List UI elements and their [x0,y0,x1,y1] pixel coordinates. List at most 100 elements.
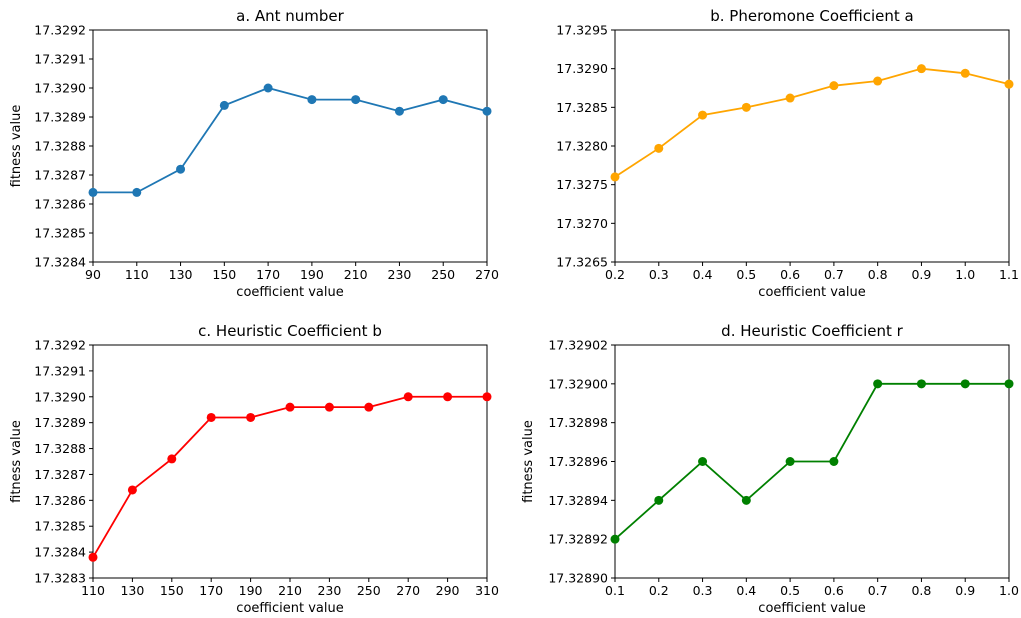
x-tick-label: 230 [388,267,412,282]
y-tick-label: 17.3290 [556,61,608,76]
x-tick-label: 0.4 [693,267,713,282]
data-point [698,110,708,120]
y-tick-label: 17.3286 [34,197,86,212]
y-tick-label: 17.3270 [556,216,608,231]
y-axis-label: fitness value [9,420,24,503]
y-tick-label: 17.32894 [548,493,608,508]
data-point [206,412,216,422]
x-tick-label: 270 [396,583,420,598]
plot-frame [614,29,1010,263]
x-tick-label: 0.6 [780,267,800,282]
chart-title: a. Ant number [236,7,345,25]
chart-title: c. Heuristic Coefficient b [198,322,382,340]
series-line [614,67,1010,178]
x-tick-label: 0.2 [649,583,669,598]
x-tick-label: 190 [239,583,263,598]
data-point [829,81,839,91]
y-tick-label: 17.3289 [34,415,86,430]
y-tick-label: 17.32892 [548,532,608,547]
x-tick-label: 1.0 [955,267,975,282]
data-point [482,106,492,116]
data-point [741,495,751,505]
x-tick-label: 110 [125,267,149,282]
data-point [1004,79,1014,89]
y-tick-label: 17.3285 [556,100,608,115]
data-point [364,402,374,412]
y-tick-label: 17.3290 [34,389,86,404]
chart-panel-3: c. Heuristic Coefficient b 110 130 150 170 19… [9,322,499,616]
y-tick-label: 17.3286 [34,493,86,508]
y-tick-label: 17.3284 [34,255,86,270]
data-point [785,93,795,103]
data-point [654,143,664,153]
chart-panel-2: b. Pheromone Coefficient a 0.2 0.3 0.4 0.5 0.… [556,7,1019,300]
y-tick-label: 17.3287 [34,168,86,183]
x-tick-label: 0.1 [605,583,625,598]
data-point [403,392,413,402]
y-tick-label: 17.3288 [34,139,86,154]
series-line [614,382,1009,540]
plot-frame [92,29,488,263]
x-tick-label: 110 [81,583,105,598]
y-tick-label: 17.3288 [34,441,86,456]
x-tick-label: 190 [300,267,324,282]
data-point [873,379,883,389]
data-point [829,457,839,466]
x-tick-label: 0.9 [955,583,975,598]
y-tick-label: 17.3283 [34,571,86,586]
y-tick-label: 17.3280 [556,139,608,154]
data-point [285,402,295,412]
data-point [167,454,177,464]
x-tick-label: 290 [436,583,460,598]
x-tick-label: 0.2 [605,267,625,282]
data-point [88,187,98,197]
x-tick-label: 0.7 [824,267,844,282]
chart-title: b. Pheromone Coefficient a [710,7,914,25]
x-tick-label: 0.7 [868,583,888,598]
x-tick-label: 210 [344,267,368,282]
data-point [127,485,137,495]
data-point [960,379,970,389]
x-tick-label: 270 [475,267,499,282]
x-tick-label: 0.9 [911,267,931,282]
y-tick-label: 17.32896 [548,454,608,469]
data-point [324,402,334,412]
y-tick-label: 17.3265 [556,255,608,270]
y-axis-label: fitness value [9,105,24,188]
data-point [654,495,664,505]
y-tick-label: 17.3287 [34,467,86,482]
x-tick-label: 0.6 [824,583,844,598]
y-tick-label: 17.32900 [548,376,608,391]
y-tick-label: 17.3289 [34,110,86,125]
y-tick-label: 17.3275 [556,177,608,192]
x-tick-label: 90 [85,267,101,282]
series-line [93,87,488,194]
y-tick-label: 17.3285 [34,226,86,241]
data-point [873,76,883,86]
data-point [698,457,708,466]
data-point [916,379,926,389]
x-tick-label: 0.5 [780,583,800,598]
data-point [246,412,256,422]
x-tick-label: 0.3 [693,583,713,598]
data-point [176,164,186,174]
y-tick-label: 17.3291 [34,363,86,378]
data-point [438,95,448,105]
data-point [1004,379,1014,389]
x-tick-label: 0.8 [911,583,931,598]
x-tick-label: 0.3 [649,267,669,282]
data-point [916,64,926,74]
data-point [132,187,142,197]
x-axis-label: coefficient value [236,285,343,300]
y-tick-label: 17.3295 [556,23,608,38]
x-tick-label: 0.5 [736,267,756,282]
x-tick-label: 130 [169,267,193,282]
y-tick-label: 17.3291 [34,52,86,67]
x-tick-label: 250 [357,583,381,598]
y-tick-label: 17.3292 [34,23,86,38]
data-point [263,83,273,93]
chart-panel-4: d. Heuristic Coefficient r 0.1 0.2 0.3 0.4 0.… [521,322,1019,616]
data-point [394,106,404,116]
y-tick-label: 17.32890 [548,571,608,586]
